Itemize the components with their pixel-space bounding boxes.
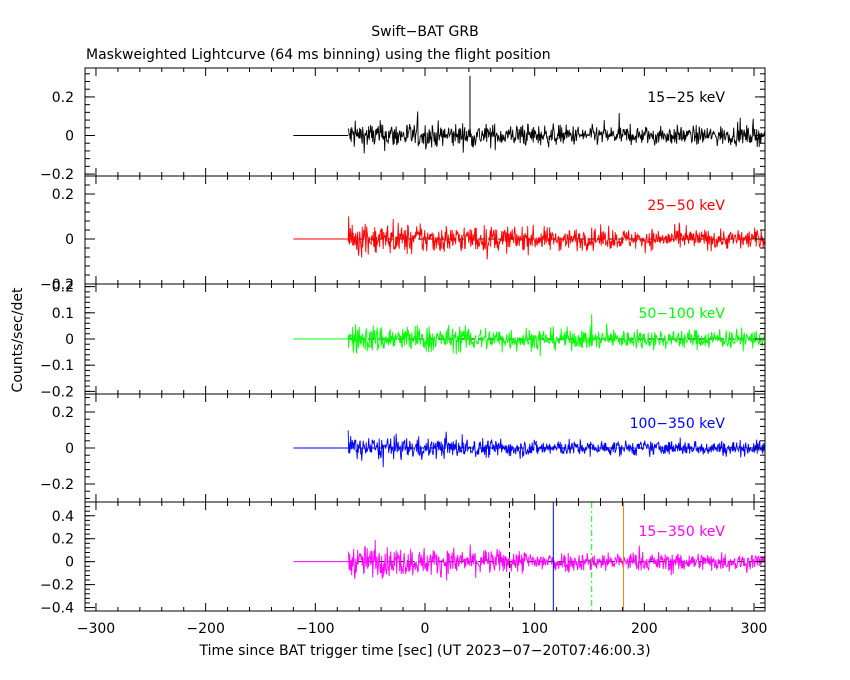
- x-tick-label: 300: [741, 621, 768, 637]
- chart-subtitle: Maskweighted Lightcurve (64 ms binning) …: [86, 47, 551, 63]
- x-tick-label: 0: [421, 621, 430, 637]
- y-tick-label: −0.4: [40, 601, 74, 617]
- panel-4: −0.2 0 0.2 100−350 keV: [40, 393, 766, 503]
- y-tick-label: 0.4: [52, 509, 74, 525]
- x-axis-label: Time since BAT trigger time [sec] (UT 20…: [198, 643, 650, 659]
- panel-data-group: [293, 216, 765, 260]
- x-tick-label: −100: [296, 621, 334, 637]
- y-tick-label: −0.2: [40, 277, 74, 293]
- y-tick-label: 0.2: [52, 405, 74, 421]
- panel-3: −0.2 −0.1 0 0.1 0.2 50−100 keV: [40, 280, 766, 400]
- panels-group: −0.200.2 15−25 keV−0.200.225−50 keV−0.2−0…: [40, 67, 766, 617]
- band-label: 50−100 keV: [638, 306, 725, 322]
- band-label: 100−350 keV: [630, 416, 726, 432]
- y-tick-label: 0.2: [52, 187, 74, 203]
- y-tick-label: −0.1: [40, 358, 74, 374]
- x-axis: −300 −200 −100 0 100 200 300: [77, 621, 768, 637]
- y-tick-label: 0.1: [52, 306, 74, 322]
- x-tick-label: −300: [77, 621, 115, 637]
- panel-5: −0.4 −0.2 0 0.2 0.4 15−350 keV: [40, 501, 766, 617]
- band-label: 25−50 keV: [647, 198, 725, 214]
- panel-data-group: [293, 314, 765, 356]
- panel-data-group: [293, 502, 765, 611]
- y-tick-label: −0.2: [40, 578, 74, 594]
- y-tick-label: 0: [65, 129, 74, 145]
- y-tick-label: −0.2: [40, 384, 74, 400]
- y-tick-label: 0: [65, 232, 74, 248]
- y-tick-label: −0.2: [40, 167, 74, 183]
- band-label: 15−350 keV: [638, 524, 725, 540]
- chart-title: Swift−BAT GRB: [371, 24, 478, 40]
- y-tick-label: 0: [65, 555, 74, 571]
- panel-frame: [84, 175, 766, 285]
- y-tick-label: −0.2: [40, 477, 74, 493]
- lightcurve-series: [347, 430, 765, 468]
- panel-frame: [84, 501, 766, 612]
- x-tick-label: −200: [186, 621, 224, 637]
- y-tick-label: 0.2: [52, 532, 74, 548]
- panel-data-group: [293, 430, 765, 468]
- x-tick-label: 200: [631, 621, 658, 637]
- band-label: 15−25 keV: [647, 90, 725, 106]
- y-tick-label: 0: [65, 332, 74, 348]
- x-tick-label: 100: [521, 621, 548, 637]
- panel-data-group: [293, 75, 765, 154]
- y-tick-label: 0.2: [52, 280, 74, 296]
- lightcurve-series: [347, 111, 765, 154]
- panel-1: −0.2 0 0.2 15−25 keV: [40, 67, 766, 183]
- lightcurve-series: [347, 314, 765, 356]
- lightcurve-series: [347, 216, 765, 260]
- y-tick-label: 0: [65, 441, 74, 457]
- panel-frame: [84, 67, 766, 177]
- y-tick-label: 0.2: [52, 90, 74, 106]
- y-axis-label: Counts/sec/det: [10, 287, 26, 392]
- panel-2: −0.2 0 0.2 25−50 keV: [40, 175, 766, 293]
- lightcurve-series: [347, 539, 765, 581]
